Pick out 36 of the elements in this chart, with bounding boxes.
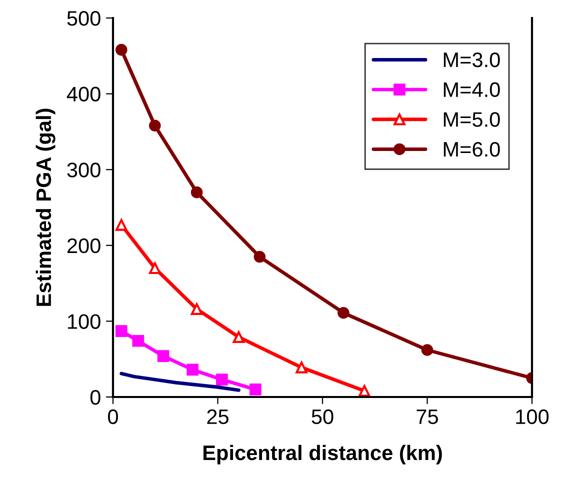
point	[216, 374, 228, 386]
line-series	[120, 372, 240, 392]
y-axis-title: Estimated PGA (gal)	[36, 108, 56, 306]
point	[254, 250, 266, 263]
point	[358, 385, 370, 397]
y-tick-label: 200	[67, 238, 100, 254]
point	[250, 384, 262, 396]
point	[421, 344, 434, 356]
y-tick-label: 0	[90, 390, 100, 405]
y-tick-label: 500	[67, 11, 100, 26]
point	[190, 186, 203, 198]
x-tick-label: 75	[416, 410, 438, 424]
x-tick-label: 0	[108, 409, 118, 424]
legend-label: M=6.0	[444, 142, 500, 157]
point	[148, 262, 161, 274]
x-tick-label: 50	[312, 409, 334, 424]
x-axis-title: Epicentral distance (km)	[203, 444, 442, 464]
point	[232, 331, 245, 344]
point	[115, 219, 128, 231]
point	[338, 306, 350, 319]
point	[115, 44, 128, 56]
point	[186, 364, 199, 376]
x-tick-label: 25	[207, 409, 228, 424]
y-tick-label: 100	[68, 314, 100, 329]
y-tick-label: 400	[66, 86, 100, 102]
legend-label: M=4.0	[444, 82, 500, 98]
legend-label: M=3.0	[444, 52, 500, 68]
point	[115, 325, 128, 337]
x-tick-label: 100	[516, 409, 549, 424]
legend-label: M=5.0	[444, 112, 500, 127]
point	[190, 303, 203, 315]
point	[296, 362, 308, 374]
point	[148, 120, 161, 132]
point	[132, 335, 144, 347]
y-tick-label: 300	[67, 162, 100, 178]
point	[157, 350, 170, 362]
